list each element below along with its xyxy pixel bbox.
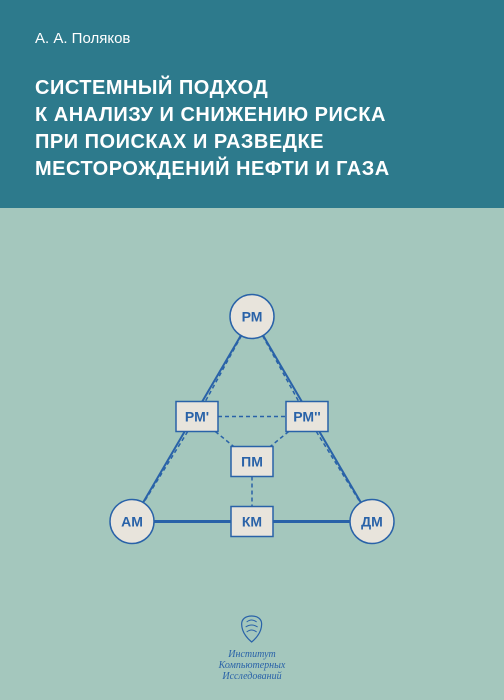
body-area: РМ АМ ДМ РМ' РМ'' ПМ КМ Институт Компьютерных … xyxy=(0,208,504,700)
diagram-node-label: РМ' xyxy=(185,409,209,425)
diagram-node-label: ПМ xyxy=(241,454,263,470)
diagram-node-label: КМ xyxy=(242,514,262,530)
triangle-diagram: РМ АМ ДМ РМ' РМ'' ПМ КМ xyxy=(102,287,402,572)
diagram-node: КМ xyxy=(231,507,273,537)
diagram-node: ПМ xyxy=(231,447,273,477)
diagram-node-label: РМ xyxy=(242,309,263,325)
book-title: СИСТЕМНЫЙ ПОДХОДК АНАЛИЗУ И СНИЖЕНИЮ РИС… xyxy=(35,75,469,183)
title-line: СИСТЕМНЫЙ ПОДХОД xyxy=(35,75,469,102)
diagram-node: РМ' xyxy=(176,402,218,432)
publisher-line: Компьютерных xyxy=(219,660,286,671)
publisher-logo-icon xyxy=(219,614,286,647)
diagram-node: РМ xyxy=(230,295,274,339)
diagram-node: АМ xyxy=(110,500,154,544)
header-block: А. А. Поляков СИСТЕМНЫЙ ПОДХОДК АНАЛИЗУ … xyxy=(0,0,504,208)
publisher-block: Институт Компьютерных Исследований xyxy=(219,614,286,682)
book-cover: А. А. Поляков СИСТЕМНЫЙ ПОДХОДК АНАЛИЗУ … xyxy=(0,0,504,700)
diagram-svg: РМ АМ ДМ РМ' РМ'' ПМ КМ xyxy=(102,287,402,567)
diagram-edge xyxy=(316,432,360,503)
author-name: А. А. Поляков xyxy=(35,30,469,47)
diagram-node-label: АМ xyxy=(121,514,143,530)
diagram-node: ДМ xyxy=(350,500,394,544)
diagram-edge xyxy=(270,432,288,447)
title-line: К АНАЛИЗУ И СНИЖЕНИЮ РИСКА xyxy=(35,102,469,129)
publisher-line: Институт xyxy=(219,649,286,660)
diagram-node-label: РМ'' xyxy=(293,409,320,425)
diagram-node-label: ДМ xyxy=(361,514,383,530)
title-line: МЕСТОРОЖДЕНИЙ НЕФТИ И ГАЗА xyxy=(35,156,469,183)
diagram-node: РМ'' xyxy=(286,402,328,432)
publisher-line: Исследований xyxy=(219,671,286,682)
diagram-edge xyxy=(215,432,233,447)
diagram-edge xyxy=(144,432,188,503)
title-line: ПРИ ПОИСКАХ И РАЗВЕДКЕ xyxy=(35,129,469,156)
